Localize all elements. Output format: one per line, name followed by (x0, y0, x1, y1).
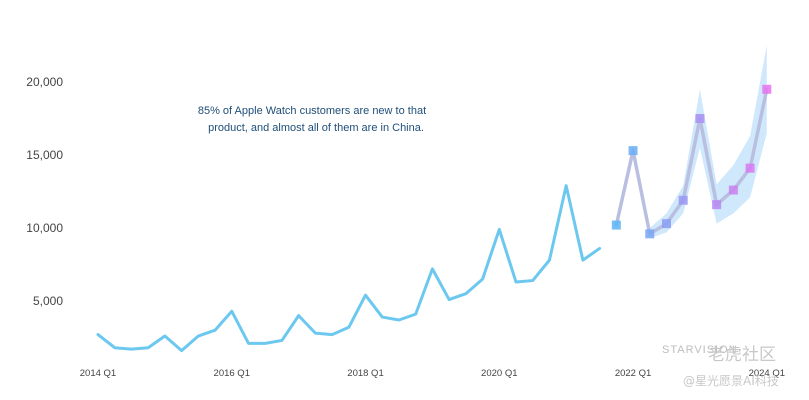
x-tick-label: 2014 Q1 (80, 368, 116, 379)
forecast-point (762, 84, 772, 94)
forecast-series-line (614, 87, 769, 236)
forecast-point (628, 146, 638, 156)
x-tick-label: 2020 Q1 (481, 368, 517, 379)
forecast-markers (611, 84, 772, 239)
y-tick-label: 15,000 (26, 148, 63, 162)
y-tick-label: 10,000 (26, 221, 63, 235)
watermark-brand: STARVISION (662, 344, 738, 356)
actual-series (96, 184, 602, 353)
forecast-point (678, 195, 688, 205)
forecast-series (614, 87, 769, 236)
forecast-confidence-band (616, 45, 767, 239)
x-tick-label: 2022 Q1 (615, 368, 651, 379)
forecast-point (645, 229, 655, 239)
forecast-point (611, 220, 621, 230)
forecast-point (661, 219, 671, 229)
y-axis: 5,000 10,000 15,000 20,000 (26, 75, 63, 308)
x-tick-label: 2024 Q1 (749, 368, 785, 379)
watermark-site: 老虎社区 (708, 345, 776, 365)
x-tick-label: 2018 Q1 (347, 368, 383, 379)
annotation-line-1: 85% of Apple Watch customers are new to … (198, 105, 426, 117)
watermark-credit: @星光愿景AI科技 (683, 374, 779, 388)
actual-series-line (96, 184, 602, 353)
y-tick-label: 20,000 (26, 75, 63, 89)
annotation-line-2: product, and almost all of them are in C… (208, 122, 424, 134)
x-tick-label: 2016 Q1 (214, 368, 250, 379)
confidence-band (616, 45, 767, 239)
forecast-point (712, 200, 722, 210)
x-axis: 2014 Q1 2016 Q1 2018 Q1 2020 Q1 2022 Q1 2024 … (80, 368, 785, 379)
y-tick-label: 5,000 (33, 294, 63, 308)
forecast-point (728, 185, 738, 195)
forecast-point (745, 163, 755, 173)
forecast-point (695, 114, 705, 123)
